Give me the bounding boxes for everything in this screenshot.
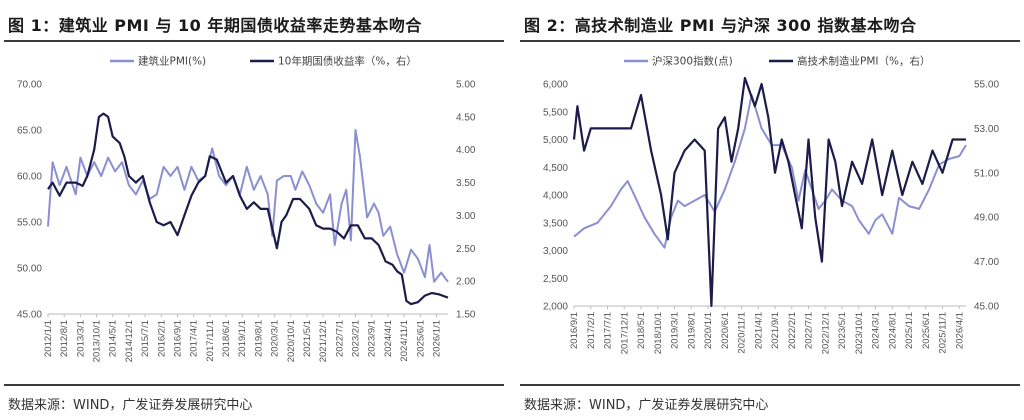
x-tick-label: 2025/1/1 [904,312,915,349]
x-tick-label: 2013/10/1 [92,320,103,362]
x-tick-label: 2017/4/1 [189,320,200,357]
x-tick-label: 2016/2/1 [156,320,167,357]
y-right-tick-label: 49.00 [974,213,999,224]
y-right-tick-label: 2.00 [456,277,476,288]
x-tick-label: 2018/6/1 [221,320,232,357]
y-right-tick-label: 3.00 [456,211,476,222]
chart-panel-construction-pmi: 图 1：建筑业 PMI 与 10 年期国债收益率走势基本吻合 45.00 50.0… [0,0,508,420]
x-tick-label: 2016/9/1 [172,320,183,357]
x-tick-label: 2023/2/1 [351,320,362,357]
x-tick-label: 2022/7/1 [334,320,345,357]
x-tick-label: 2019/8/1 [253,320,264,357]
x-tick-label: 2019/1/1 [237,320,248,357]
x-tick-label: 2026/1/1 [431,320,442,357]
legend-label: 高技术制造业PMI（%，右） [797,55,930,68]
chart-hightech-pmi-vs-csi300: 2,000 2,500 3,000 3,500 4,000 4,500 5,000 5,500… [543,55,999,355]
x-tick-label: 2013/3/1 [75,320,86,357]
x-tick-label: 2022/2/1 [787,312,798,349]
x-tick-label: 2018/5/1 [636,312,647,349]
x-tick-label: 2024/4/1 [383,320,394,357]
series-line-secondary [47,112,449,306]
y-right-tick-label: 51.00 [974,168,999,179]
y-right-tick-label: 4.00 [456,145,476,156]
x-tick-label: 2025/11/1 [938,312,949,354]
y-left-tick-label: 55.00 [17,218,42,229]
y-right-tick-label: 4.50 [456,112,476,123]
x-tick-label: 2019/3/1 [670,312,681,349]
x-tick-label: 2014/12/1 [124,320,135,362]
y-right-tick-label: 1.50 [456,310,476,321]
x-tick-label: 2024/8/1 [887,312,898,349]
chart-source: 数据来源：WIND，广发证券发展研究中心 [8,398,253,413]
chart-panel-hightech-pmi: 图 2：高技术制造业 PMI 与沪深 300 指数基本吻合 2,000 2,500… [516,0,1024,420]
y-left-tick-label: 50.00 [17,264,42,275]
chart-source: 数据来源：WIND，广发证券发展研究中心 [524,398,769,413]
x-tick-label: 2022/7/1 [804,312,815,349]
x-tick-label: 2020/1/1 [703,312,714,349]
x-tick-label: 2012/1/1 [43,320,54,357]
y-right-tick-label: 3.50 [456,178,476,189]
chart-title: 图 2：高技术制造业 PMI 与沪深 300 指数基本吻合 [524,16,917,35]
x-tick-label: 2025/6/1 [921,312,932,349]
legend-label: 建筑业PMI(%) [138,55,206,68]
series-line-secondary [572,76,966,308]
y-right-tick-label: 2.50 [456,244,476,255]
x-tick-label: 2021/12/1 [318,320,329,362]
x-tick-label: 2017/11/1 [205,320,216,362]
legend-label: 10年期国债收益率（%，右） [278,55,417,68]
y-right-tick-label: 45.00 [974,302,999,313]
x-tick-label: 2021/9/1 [770,312,781,349]
y-left-tick-label: 4,000 [543,191,568,202]
x-tick-label: 2020/11/1 [737,312,748,354]
x-tick-label: 2020/6/1 [720,312,731,349]
chart-source-bar: 数据来源：WIND，广发证券发展研究中心 [520,384,1020,420]
x-tick-label: 2017/7/1 [603,312,614,349]
x-tick-label: 2021/4/1 [753,312,764,349]
x-tick-label: 2017/2/1 [586,312,597,349]
x-tick-label: 2015/7/1 [140,320,151,357]
x-tick-label: 2022/12/1 [820,312,831,354]
x-tick-label: 2024/3/1 [871,312,882,349]
chart-title: 图 1：建筑业 PMI 与 10 年期国债收益率走势基本吻合 [8,16,422,35]
y-right-tick-label: 53.00 [974,124,999,135]
y-left-tick-label: 5,000 [543,135,568,146]
x-tick-label: 2017/12/1 [619,312,630,354]
y-right-tick-label: 47.00 [974,257,999,268]
x-tick-label: 2023/10/1 [854,312,865,354]
chart-title-bar: 图 1：建筑业 PMI 与 10 年期国债收益率走势基本吻合 [4,6,504,42]
x-tick-label: 2018/10/1 [653,312,664,354]
y-left-tick-label: 70.00 [17,80,42,91]
x-tick-label: 2023/9/1 [367,320,378,357]
y-right-tick-label: 55.00 [974,80,999,91]
x-tick-label: 2021/5/1 [302,320,313,357]
series-line-primary [47,129,449,283]
x-tick-label: 2014/5/1 [108,320,119,357]
x-tick-label: 2016/9/1 [569,312,580,349]
y-left-tick-label: 5,500 [543,107,568,118]
x-tick-label: 2012/8/1 [59,320,70,357]
x-tick-label: 2019/8/1 [686,312,697,349]
y-left-tick-label: 60.00 [17,172,42,183]
series-line-primary [573,94,967,249]
y-left-tick-label: 65.00 [17,126,42,137]
chart-title-bar: 图 2：高技术制造业 PMI 与沪深 300 指数基本吻合 [520,6,1020,42]
x-tick-label: 2020/3/1 [270,320,281,357]
chart-construction-pmi-vs-bond-yield: 45.00 50.00 55.00 60.00 65.00 70.00 1.50 2.00 2.… [17,55,476,363]
y-left-tick-label: 2,000 [543,302,568,313]
x-tick-label: 2024/11/1 [399,320,410,362]
x-tick-label: 2023/5/1 [837,312,848,349]
x-tick-label: 2020/10/1 [286,320,297,362]
y-left-tick-label: 3,000 [543,246,568,257]
y-left-tick-label: 45.00 [17,310,42,321]
y-left-tick-label: 6,000 [543,80,568,91]
y-left-tick-label: 3,500 [543,218,568,229]
y-right-tick-label: 5.00 [456,80,476,91]
x-tick-label: 2026/4/1 [954,312,965,349]
x-tick-label: 2025/6/1 [415,320,426,357]
legend-label: 沪深300指数(点) [652,55,733,68]
y-left-tick-label: 4,500 [543,163,568,174]
chart-source-bar: 数据来源：WIND，广发证券发展研究中心 [4,384,504,420]
y-left-tick-label: 2,500 [543,274,568,285]
